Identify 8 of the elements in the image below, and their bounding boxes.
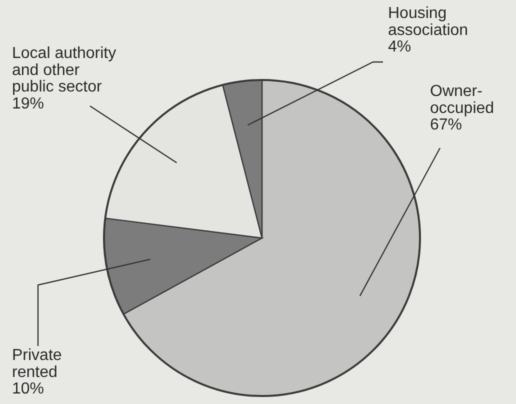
data-label: 19% xyxy=(12,95,44,112)
data-label: 10% xyxy=(12,380,44,398)
slice-label: Owner-occupied xyxy=(430,83,494,117)
data-label: 4% xyxy=(388,38,412,56)
slice-label: Private rented xyxy=(12,347,62,381)
slice-label: Local authority and other public sector xyxy=(12,45,116,96)
slice-label: Housing association xyxy=(388,5,468,39)
data-label: 67% xyxy=(430,116,462,134)
